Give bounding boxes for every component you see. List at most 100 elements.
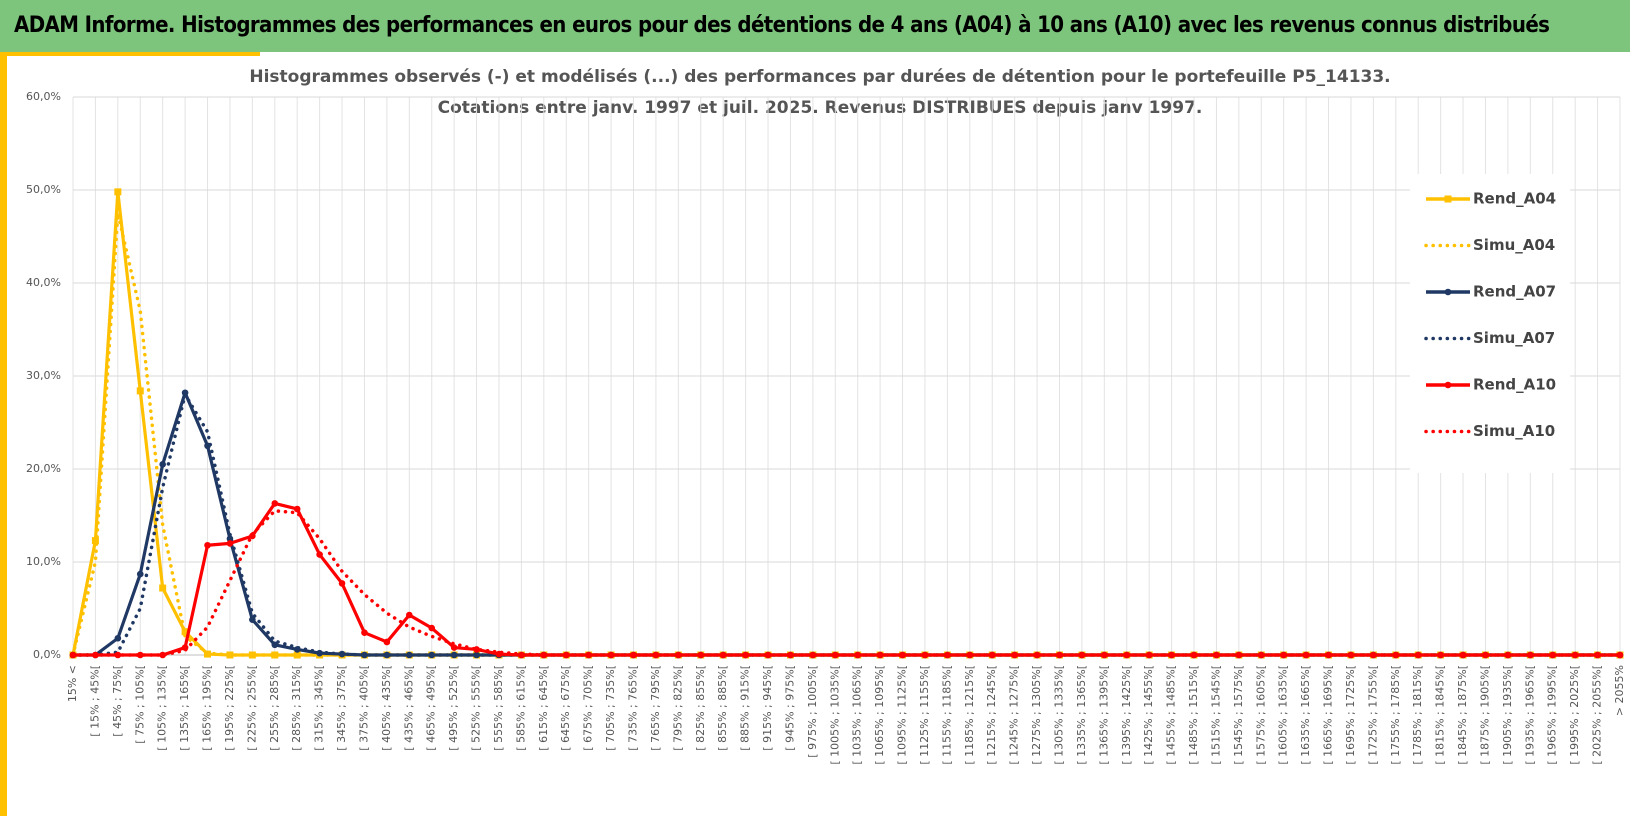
- point-marker: [248, 651, 256, 659]
- series-line: [73, 501, 1620, 657]
- legend-label: Simu_A10: [1473, 422, 1555, 440]
- x-tick-label: [ 1815% ; 1845%[: [1434, 665, 1447, 765]
- x-tick-label: [ 285% ; 315%[: [290, 665, 303, 751]
- x-tick-label: [ 1455% ; 1485%[: [1165, 665, 1178, 765]
- x-tick-label: [ 975% ; 1005%[: [806, 665, 819, 758]
- x-tick-label: [ 255% ; 285%[: [268, 665, 281, 751]
- x-tick-label: [ 525% ; 555%[: [470, 665, 483, 751]
- chart-subtitle: Cotations entre janv. 1997 et juil. 2025…: [438, 98, 1203, 118]
- x-tick-label: [ 75% ; 105%[: [133, 665, 146, 744]
- point-marker: [136, 651, 144, 659]
- point-marker: [1168, 651, 1175, 659]
- x-tick-label: [ 1935% ; 1965%[: [1523, 665, 1536, 765]
- x-tick-label: [ 15% ; 45%[: [88, 665, 101, 737]
- point-marker: [1347, 651, 1355, 659]
- x-tick-label: [ 645% ; 675%[: [559, 665, 572, 751]
- x-tick-label: [ 1305% ; 1335%[: [1052, 665, 1065, 765]
- x-tick-label: [ 195% ; 225%[: [223, 665, 236, 751]
- x-tick-label: [ 1635% ; 1665%[: [1299, 665, 1312, 765]
- x-tick-label: [ 1215% ; 1245%[: [985, 665, 998, 765]
- point-marker: [226, 540, 234, 547]
- point-marker: [1325, 651, 1332, 659]
- x-tick-label: [ 1485% ; 1515%[: [1187, 665, 1200, 765]
- x-tick-label: [ 1185% ; 1215%[: [963, 665, 976, 765]
- point-marker: [181, 628, 189, 636]
- point-marker: [361, 629, 368, 636]
- x-tick-label: [ 1005% ; 1035%[: [828, 665, 841, 765]
- x-tick-label: [ 855% ; 885%[: [716, 665, 729, 751]
- x-tick-label: [ 315% ; 345%[: [313, 665, 326, 751]
- x-tick-label: [ 1605% ; 1635%[: [1277, 665, 1290, 765]
- x-tick-label: [ 165% ; 195%[: [201, 665, 214, 751]
- x-tick-label: [ 945% ; 975%[: [783, 665, 796, 751]
- x-tick-label: [ 1395% ; 1425%[: [1120, 665, 1133, 765]
- legend-marker: [1444, 195, 1452, 203]
- y-tick-label: 40,0%: [26, 276, 61, 289]
- x-tick-label: [ 1335% ; 1365%[: [1075, 665, 1088, 765]
- legend-marker: [1444, 288, 1452, 296]
- point-marker: [742, 651, 749, 659]
- x-tick-label: [ 375% ; 405%[: [357, 665, 370, 751]
- chart: Histogrammes observés (-) et modélisés (…: [0, 52, 1626, 816]
- x-tick-label: [ 495% ; 525%[: [447, 665, 460, 751]
- x-tick-label: 15% <: [66, 665, 79, 702]
- point-marker: [1459, 651, 1467, 659]
- legend-label: Simu_A07: [1473, 329, 1555, 347]
- x-tick-label: [ 105% ; 135%[: [156, 665, 169, 751]
- point-marker: [271, 651, 279, 659]
- y-tick-label: 10,0%: [26, 555, 61, 568]
- series-line: [71, 211, 1622, 657]
- y-tick-label: 30,0%: [26, 369, 61, 382]
- x-tick-label: [ 1755% ; 1785%[: [1389, 665, 1402, 765]
- x-tick-label: [ 615% ; 645%[: [537, 665, 550, 751]
- x-tick-label: [ 225% ; 255%[: [245, 665, 258, 751]
- legend-label: Simu_A04: [1473, 236, 1555, 254]
- x-tick-label: [ 1125% ; 1155%[: [918, 665, 931, 765]
- x-tick-label: [ 405% ; 435%[: [380, 665, 393, 751]
- y-tick-label: 50,0%: [26, 183, 61, 196]
- point-marker: [1594, 651, 1601, 659]
- point-marker: [249, 616, 256, 623]
- header: ADAM Informe. Histogrammes des performan…: [0, 0, 1630, 52]
- x-tick-label: [ 1245% ; 1275%[: [1008, 665, 1021, 765]
- point-marker: [271, 641, 279, 649]
- series-line: [71, 190, 1620, 657]
- x-tick-label: [ 1905% ; 1935%[: [1501, 665, 1514, 765]
- x-tick-label: [ 825% ; 855%[: [694, 665, 707, 751]
- point-marker: [136, 570, 144, 578]
- x-tick-label: [ 1575% ; 1605%[: [1254, 665, 1267, 765]
- x-tick-label: [ 735% ; 765%[: [627, 665, 640, 751]
- x-tick-label: [ 1695% ; 1725%[: [1344, 665, 1357, 765]
- point-marker: [1616, 651, 1624, 659]
- point-marker: [1482, 651, 1489, 659]
- point-marker: [271, 500, 279, 507]
- point-marker: [159, 584, 167, 592]
- legend-label: Rend_A07: [1473, 283, 1556, 301]
- x-tick-label: [ 765% ; 795%[: [649, 665, 662, 751]
- x-tick-label: [ 1545% ; 1575%[: [1232, 665, 1245, 765]
- point-marker: [316, 551, 323, 558]
- point-marker: [630, 651, 637, 659]
- point-marker: [338, 580, 346, 587]
- point-marker: [293, 505, 301, 513]
- legend-box: [1410, 174, 1570, 473]
- point-marker: [361, 651, 368, 659]
- x-tick-label: [ 1095% ; 1125%[: [896, 665, 909, 765]
- point-marker: [899, 651, 906, 659]
- point-marker: [428, 624, 436, 632]
- x-tick-label: [ 1065% ; 1095%[: [873, 665, 886, 765]
- x-tick-label: [ 1785% ; 1815%[: [1411, 665, 1424, 765]
- x-tick-label: [ 675% ; 705%[: [582, 665, 595, 751]
- point-marker: [1190, 651, 1198, 659]
- x-tick-label: [ 1665% ; 1695%[: [1322, 665, 1335, 765]
- point-marker: [383, 651, 391, 659]
- x-tick-label: [ 1965% ; 1995%[: [1546, 665, 1559, 765]
- x-tick-label: [ 1275% ; 1305%[: [1030, 665, 1043, 765]
- x-tick-label: [ 465% ; 495%[: [425, 665, 438, 751]
- series-line: [71, 509, 1622, 657]
- legend-label: Rend_A04: [1473, 190, 1556, 208]
- point-marker: [921, 651, 929, 659]
- y-tick-label: 0,0%: [33, 648, 61, 661]
- point-marker: [136, 387, 144, 395]
- x-tick-label: [ 45% ; 75%[: [111, 665, 124, 737]
